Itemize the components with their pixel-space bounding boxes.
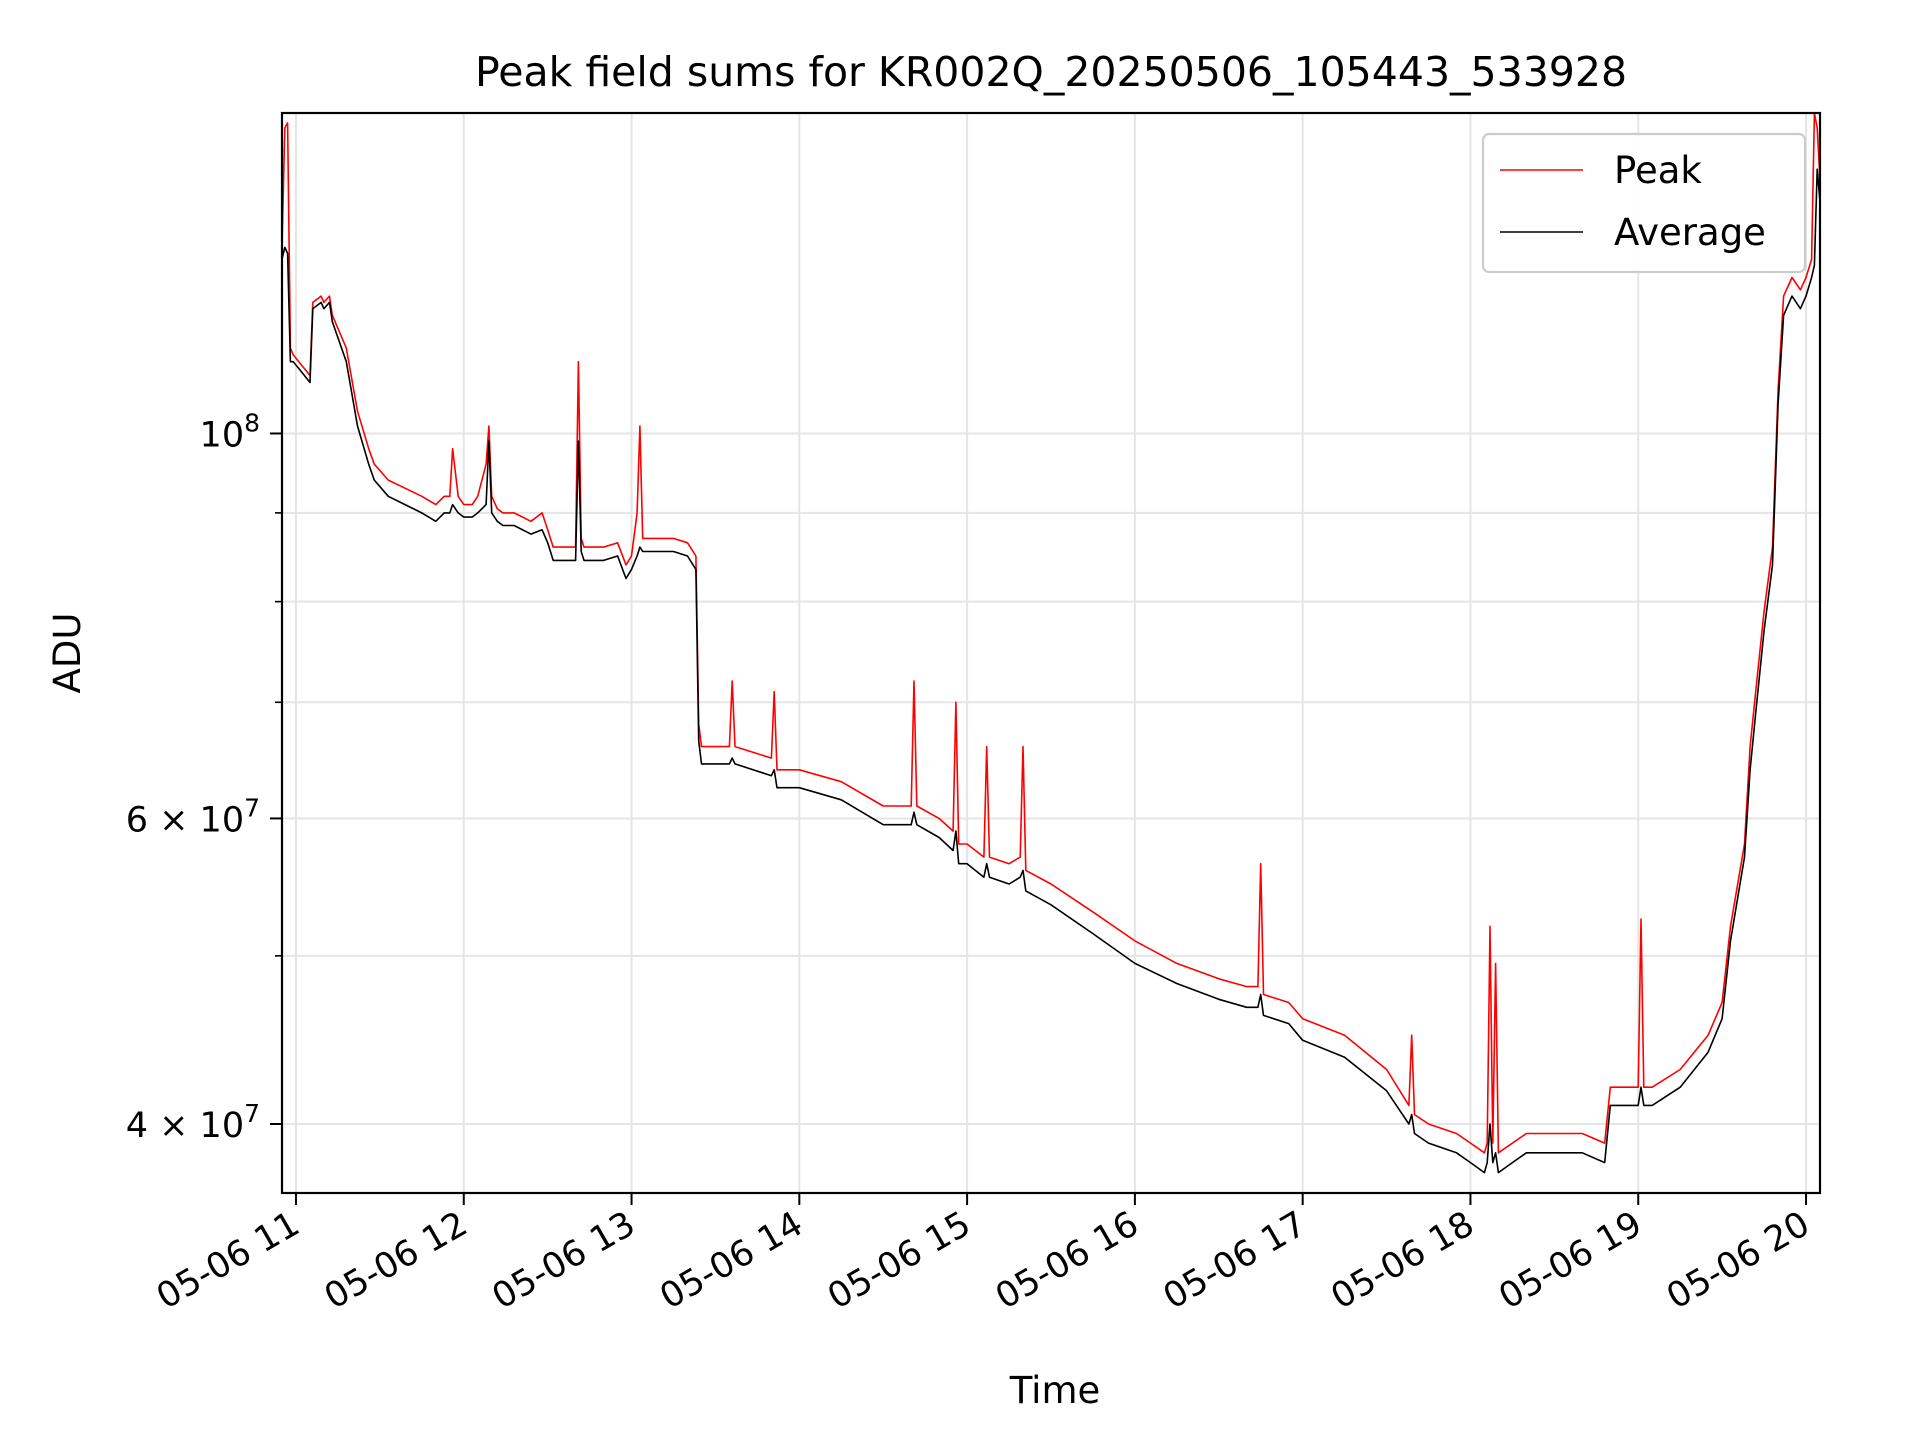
- x-tick-label: 05-06 15: [821, 1204, 977, 1317]
- x-axis-ticks: 05-06 11 05-06 12 05-06 13 05-06 14 05-06 15…: [150, 1193, 1817, 1317]
- legend-box: [1481, 132, 1807, 274]
- x-tick-label: 05-06 13: [486, 1204, 642, 1317]
- x-tick-label: 05-06 12: [318, 1204, 474, 1317]
- legend: Peak Average: [1481, 132, 1807, 274]
- x-tick-label: 05-06 18: [1325, 1204, 1481, 1317]
- legend-average-label: Average: [1614, 211, 1766, 254]
- y-axis-label: ADU: [46, 613, 89, 694]
- y-tick-label: 6 × 107: [126, 793, 260, 840]
- chart-title: Peak field sums for KR002Q_20250506_1054…: [475, 48, 1627, 96]
- x-tick-label: 05-06 14: [654, 1204, 810, 1317]
- legend-peak-label: Peak: [1614, 149, 1702, 192]
- x-tick-label: 05-06 19: [1492, 1204, 1648, 1317]
- y-axis-ticks: 108 6 × 107 4 × 107: [126, 408, 282, 1146]
- x-tick-label: 05-06 20: [1660, 1204, 1816, 1317]
- grid: [282, 113, 1820, 1193]
- plot-frame: [280, 111, 1822, 1195]
- x-tick-label: 05-06 11: [150, 1204, 306, 1317]
- series-line-average: [282, 168, 1820, 1174]
- y-tick-label: 108: [200, 408, 260, 455]
- x-axis-label: Time: [1009, 1369, 1101, 1412]
- series-line-peak: [282, 113, 1820, 1154]
- x-tick-label: 05-06 16: [989, 1204, 1145, 1317]
- x-tick-label: 05-06 17: [1157, 1204, 1313, 1317]
- series-lines: [282, 113, 1820, 1174]
- y-tick-label: 4 × 107: [126, 1099, 260, 1146]
